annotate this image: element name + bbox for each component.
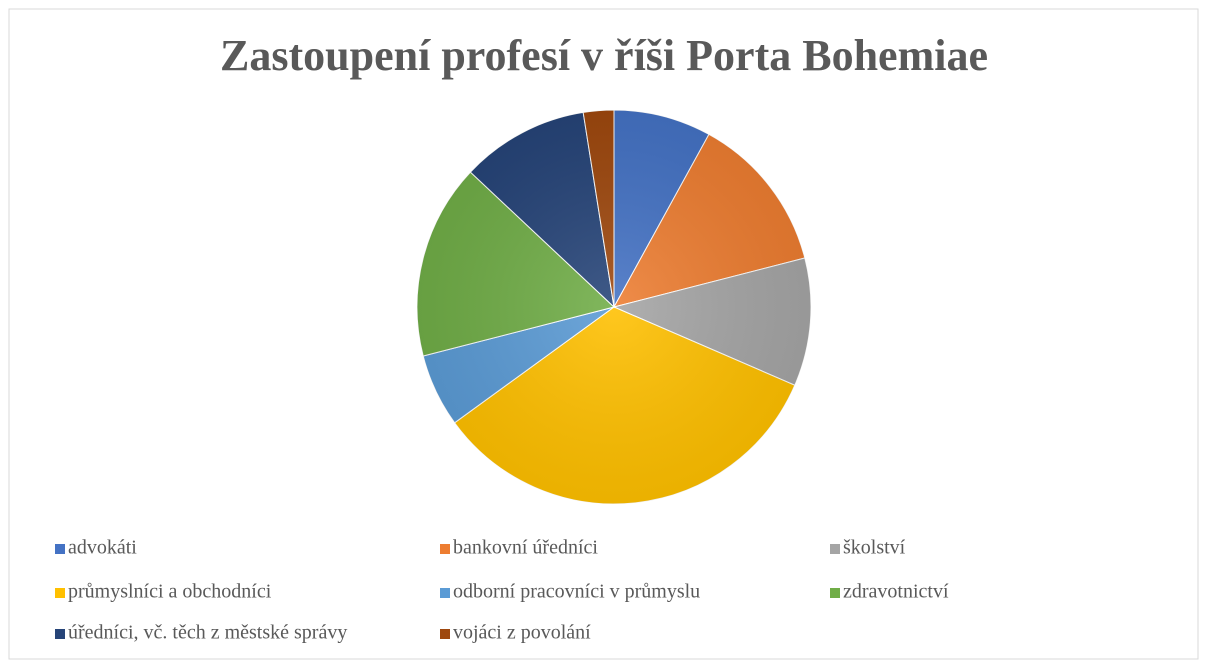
- legend-label: zdravotnictví: [843, 581, 949, 603]
- legend-label: průmyslníci a obchodníci: [68, 581, 272, 603]
- legend-swatch: [440, 544, 450, 554]
- legend-swatch: [55, 588, 65, 598]
- legend-label: bankovní úředníci: [453, 537, 598, 559]
- legend-swatch: [830, 588, 840, 598]
- chart-title: Zastoupení profesí v říši Porta Bohemiae: [220, 31, 988, 80]
- legend-label: odborní pracovníci v průmyslu: [453, 581, 700, 603]
- legend-swatch: [830, 544, 840, 554]
- legend-label: advokáti: [68, 537, 137, 559]
- legend-swatch: [55, 544, 65, 554]
- legend-label: školství: [843, 537, 906, 559]
- legend-swatch: [440, 629, 450, 639]
- legend-label: vojáci z povolání: [453, 622, 591, 644]
- legend-swatch: [55, 629, 65, 639]
- legend-swatch: [440, 588, 450, 598]
- legend-label: úředníci, vč. těch z městské správy: [68, 622, 347, 644]
